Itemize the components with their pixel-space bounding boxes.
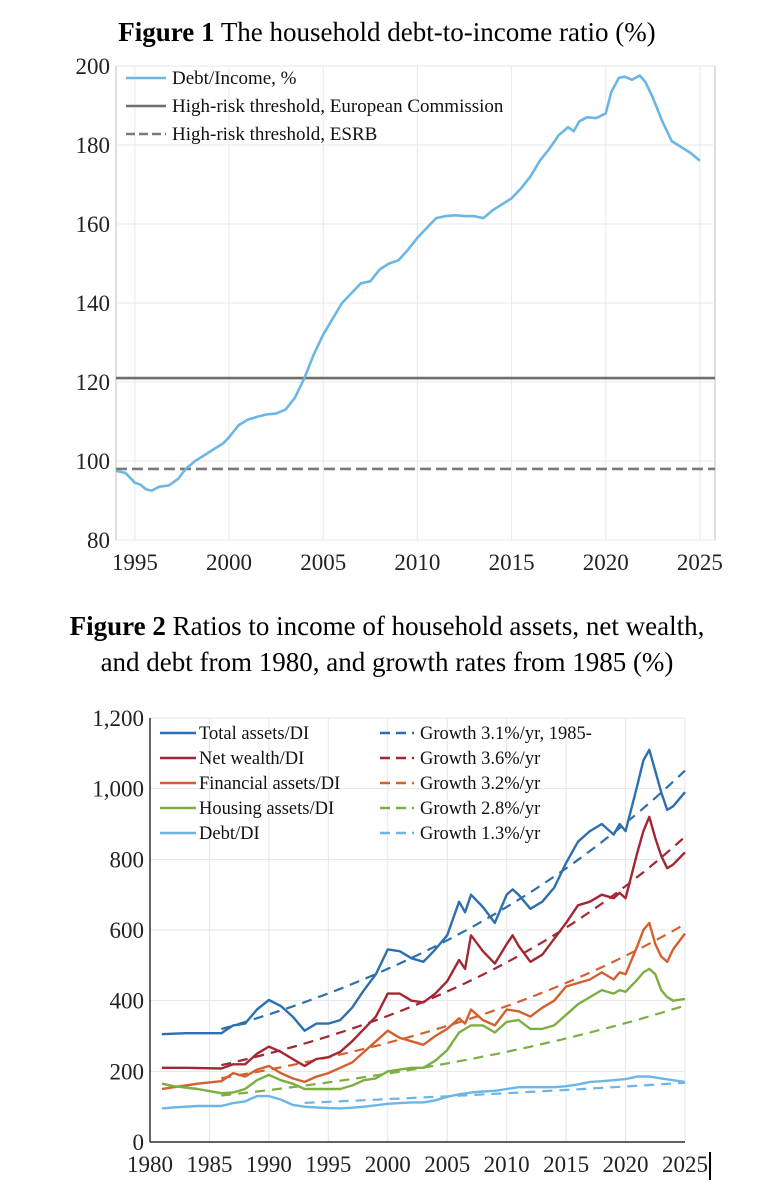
- figure1-x-tick-label: 2015: [489, 550, 535, 575]
- figure1-legend-label: High-risk threshold, ESRB: [172, 124, 377, 145]
- figure1-y-tick-label: 100: [76, 449, 111, 474]
- figure2-legend-label: Housing assets/DI: [199, 799, 334, 819]
- figure2-y-tick-label: 200: [110, 1059, 145, 1084]
- figure2-y-tick-label: 800: [110, 847, 145, 872]
- figure1-x-tick-label: 2010: [394, 550, 440, 575]
- figure1-y-tick-label: 120: [76, 370, 111, 395]
- figure2-series-line: [161, 967, 686, 1095]
- figure1-x-tick-label: 2025: [677, 550, 723, 575]
- figure1-x-tick-label: 1995: [112, 550, 158, 575]
- figure1-legend-label: Debt/Income, %: [172, 68, 297, 89]
- figure1-chart: 80 100 120 140 160 180 200 1995 2000 2005 2010 2015…: [76, 54, 723, 575]
- figure2-legend-label: Growth 3.6%/yr: [420, 749, 540, 769]
- figure2-series-line: [161, 921, 686, 1091]
- figure1-legend-label: High-risk threshold, European Commission: [172, 96, 504, 117]
- figure1-y-tick-label: 140: [76, 291, 111, 316]
- figure2-legend-label: Growth 3.2%/yr: [420, 774, 540, 794]
- figure2-legend-label: Total assets/DI: [199, 724, 309, 744]
- figure2-legend-label: Growth 2.8%/yr: [420, 799, 540, 819]
- figure2-legend-label: Growth 3.1%/yr, 1985-: [420, 724, 592, 744]
- figure2-x-tick-label: 1985: [186, 1152, 232, 1177]
- figure2-series-line: [161, 1075, 686, 1110]
- figure2-title-line1: Ratios to income of household assets, ne…: [172, 611, 705, 641]
- figure2-x-tick-label: 2005: [424, 1152, 470, 1177]
- figure1-y-tick-label: 80: [87, 528, 110, 553]
- figure1-title: Figure 1 The household debt-to-income ra…: [0, 14, 774, 50]
- figure1-title-text: The household debt-to-income ratio (%): [220, 17, 656, 47]
- figure1-y-tick-label: 180: [76, 133, 111, 158]
- figure2-chart: 0 200 400 600 800 1,000 1,200 1980 1985 1990 1995 2…: [92, 706, 711, 1180]
- figure2-series-line: [161, 815, 686, 1070]
- figure2-trend-line: [304, 1081, 686, 1104]
- figure2-x-tick-label: 2020: [603, 1152, 649, 1177]
- figure1-number: Figure 1: [118, 17, 215, 47]
- figure2-legend-label: Net wealth/DI: [199, 749, 304, 769]
- figure2-y-tick-label: 0: [133, 1130, 145, 1155]
- figure2-legend: Total assets/DI Net wealth/DI Financial as…: [160, 724, 592, 844]
- figure1-y-tick-label: 160: [76, 212, 111, 237]
- figure2-x-tick-label: 2025: [662, 1152, 708, 1177]
- figure2-legend-label: Debt/DI: [199, 824, 260, 844]
- figure2-y-tick-label: 1,000: [92, 777, 144, 802]
- figure2-x-tick-label: 1995: [305, 1152, 351, 1177]
- figure2-x-tick-label: 1990: [246, 1152, 292, 1177]
- figure1-series-debt-income: [115, 74, 701, 492]
- figure1-x-tick-label: 2005: [300, 550, 346, 575]
- figure1-x-tick-label: 2020: [583, 550, 629, 575]
- figure1-y-tick-label: 200: [76, 54, 111, 79]
- figure2-y-tick-label: 600: [110, 918, 145, 943]
- figure2-x-tick-label: 2015: [543, 1152, 589, 1177]
- figure1-x-tick-label: 2000: [206, 550, 252, 575]
- figure2-y-tick-label: 1,200: [92, 706, 144, 731]
- figure2-x-tick-label: 2000: [365, 1152, 411, 1177]
- figure2-number: Figure 2: [69, 611, 166, 641]
- figure2-x-tick-label: 2010: [484, 1152, 530, 1177]
- figure2-series-line: [161, 748, 686, 1036]
- figure2-trend-line: [220, 769, 686, 1031]
- figure2-y-tick-label: 400: [110, 989, 145, 1014]
- figure2-title-line2: and debt from 1980, and growth rates fro…: [100, 647, 674, 677]
- figure2-title: Figure 2 Ratios to income of household a…: [0, 608, 774, 680]
- figure2-x-tick-label: 1980: [127, 1152, 173, 1177]
- figure2-legend-label: Financial assets/DI: [199, 774, 340, 794]
- figure2-trend-line: [221, 835, 686, 1067]
- figure1-legend: Debt/Income, % High-risk threshold, Europ…: [126, 68, 504, 145]
- figure2-legend-label: Growth 1.3%/yr: [420, 824, 540, 844]
